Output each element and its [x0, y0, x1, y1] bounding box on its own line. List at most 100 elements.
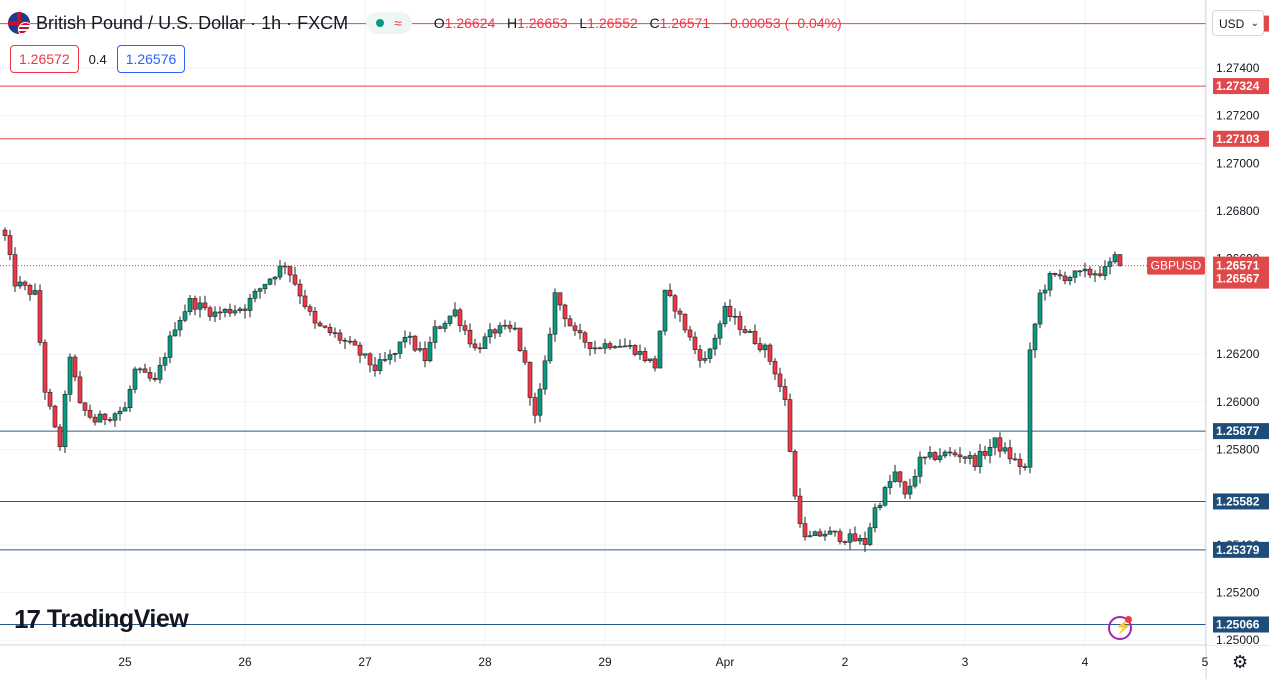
candle-body: [27, 285, 33, 295]
candle-body: [1032, 323, 1038, 351]
support-label-bg: [1213, 493, 1269, 510]
gear-icon[interactable]: ⚙: [1232, 652, 1249, 672]
candle-body: [937, 455, 943, 460]
candle-body: [307, 306, 313, 312]
candle-body: [457, 309, 463, 326]
candle-body: [132, 368, 138, 390]
x-tick-label: 27: [358, 655, 372, 669]
candle-body: [192, 298, 198, 310]
candle-body: [737, 315, 743, 330]
candle-body: [117, 410, 123, 415]
candle-body: [92, 416, 98, 423]
candle-body: [742, 329, 748, 333]
current-price-label: 1.26571: [1216, 259, 1260, 273]
buy-button[interactable]: 1.26576: [116, 45, 186, 73]
y-tick-label: 1.26200: [1216, 347, 1260, 361]
candle-body: [667, 289, 673, 297]
support-label: 1.25066: [1216, 617, 1260, 631]
candle-body: [482, 336, 488, 349]
candle-body: [632, 345, 638, 355]
candle-body: [57, 426, 63, 447]
candle-body: [552, 292, 558, 335]
candle-body: [52, 405, 58, 428]
candle-body: [662, 289, 668, 332]
close-value: 1.26571: [659, 15, 711, 31]
tradingview-logo[interactable]: 17 TradingView: [14, 604, 189, 635]
candle-body: [442, 323, 448, 329]
candle-body: [312, 311, 318, 324]
candle-body: [847, 533, 853, 543]
wave-icon: ≈: [394, 15, 402, 31]
currency-value: USD: [1219, 17, 1245, 31]
candle-body: [287, 266, 293, 276]
candle-body: [77, 376, 83, 404]
candle-body: [947, 451, 953, 454]
candle-body: [857, 537, 863, 542]
candle-body: [97, 413, 103, 423]
candle-body: [787, 399, 793, 452]
x-tick-label: 25: [118, 655, 132, 669]
symbol-title[interactable]: British Pound / U.S. Dollar · 1h · FXCM: [36, 12, 349, 33]
candle-body: [752, 331, 758, 344]
candle-body: [157, 364, 163, 380]
candle-body: [757, 343, 763, 351]
candle-body: [462, 325, 468, 331]
x-tick-label: 2: [842, 655, 849, 669]
candle-body: [337, 332, 343, 341]
candle-body: [12, 254, 18, 287]
support-label: 1.25379: [1216, 543, 1260, 557]
candle-body: [527, 361, 533, 398]
candles: [2, 227, 1123, 553]
candle-body: [397, 341, 403, 354]
resistance-label-bg: [1213, 78, 1269, 95]
candle-body: [802, 523, 808, 538]
candle-body: [487, 329, 493, 338]
currency-select[interactable]: USD ⌄: [1212, 10, 1264, 36]
candle-body: [1002, 447, 1008, 452]
candle-body: [257, 288, 263, 292]
candle-body: [407, 335, 413, 338]
lightning-icon[interactable]: ⚡: [1108, 616, 1132, 640]
candle-body: [677, 310, 683, 315]
candle-body: [137, 368, 143, 371]
candle-body: [767, 344, 773, 362]
candle-body: [262, 283, 268, 290]
candle-body: [672, 295, 678, 312]
candle-body: [237, 308, 243, 312]
candle-body: [702, 358, 708, 361]
x-tick-label: 3: [962, 655, 969, 669]
candle-body: [832, 530, 838, 533]
candle-body: [932, 452, 938, 460]
candle-body: [347, 340, 353, 343]
candle-body: [962, 456, 968, 459]
candle-body: [927, 452, 933, 458]
y-tick-label: 1.25800: [1216, 442, 1260, 456]
candle-body: [167, 335, 173, 358]
market-status[interactable]: ≈: [366, 12, 412, 34]
candle-body: [47, 391, 53, 407]
candle-body: [282, 265, 288, 268]
price-axis: [1207, 0, 1270, 645]
chart-header: British Pound / U.S. Dollar · 1h · FXCM …: [8, 8, 842, 38]
candle-body: [542, 360, 548, 390]
candle-body: [17, 281, 23, 287]
candle-body: [102, 413, 108, 420]
candle-body: [182, 311, 188, 321]
candle-body: [617, 345, 623, 348]
candle-body: [422, 348, 428, 362]
candle-body: [22, 281, 28, 286]
candle-body: [722, 305, 728, 325]
chevron-down-icon: ⌄: [1250, 18, 1259, 29]
candle-body: [842, 541, 848, 543]
candle-body: [377, 359, 383, 371]
candle-body: [692, 336, 698, 350]
support-resistance-lines: [0, 23, 1206, 625]
candle-body: [1087, 268, 1093, 276]
candle-body: [777, 373, 783, 387]
candle-body: [1097, 273, 1103, 276]
candle-body: [387, 354, 393, 360]
sell-button[interactable]: 1.26572: [10, 45, 79, 73]
support-label-bg: [1213, 616, 1269, 633]
